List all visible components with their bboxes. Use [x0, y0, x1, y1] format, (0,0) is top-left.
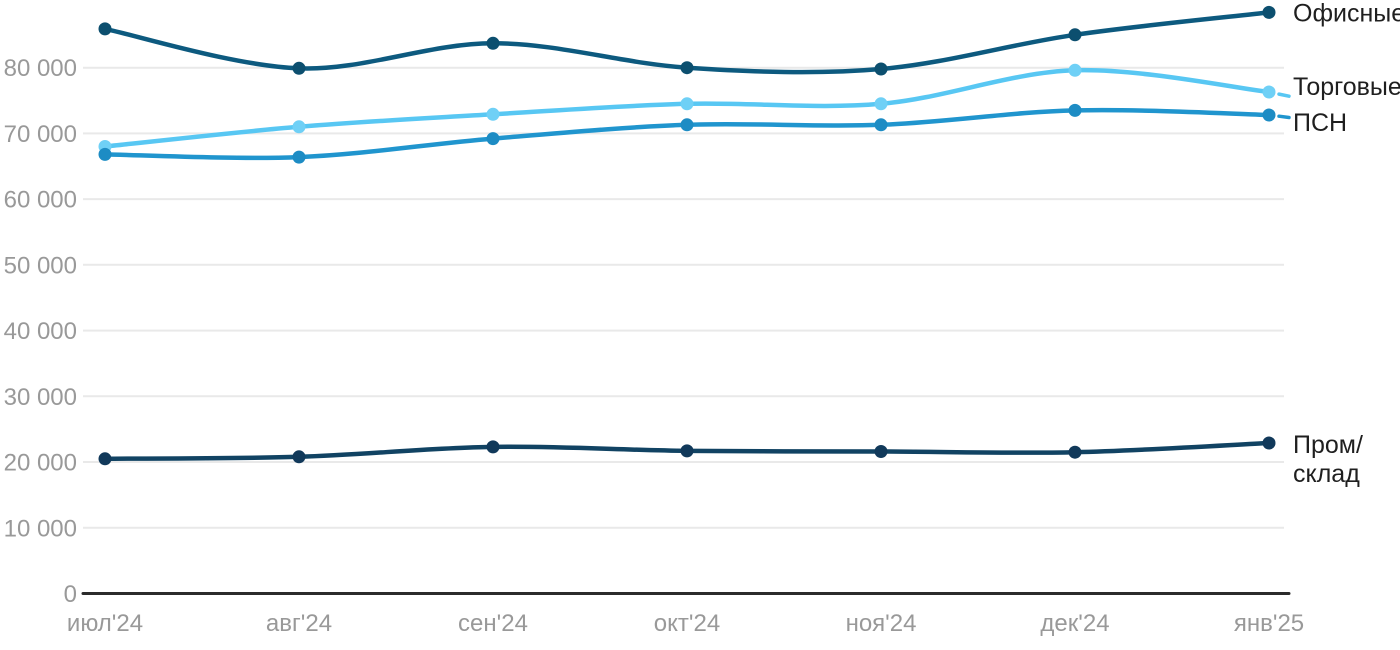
x-tick-label-6: дек'24 — [1040, 610, 1109, 637]
data-point-prom-sklad-2[interactable] — [292, 450, 306, 464]
data-point-prom-sklad-1[interactable] — [98, 452, 112, 466]
data-point-ofisnye-6[interactable] — [1068, 28, 1082, 42]
x-tick-label-1: июл'24 — [67, 610, 143, 637]
data-point-torgovye-2[interactable] — [292, 120, 306, 134]
y-tick-label-10000: 10 000 — [4, 515, 77, 542]
y-tick-label-50000: 50 000 — [4, 252, 77, 279]
data-point-prom-sklad-4[interactable] — [680, 444, 694, 458]
series-label-psn: ПСН — [1293, 109, 1347, 137]
data-point-psn-2[interactable] — [292, 150, 306, 164]
data-point-ofisnye-5[interactable] — [874, 62, 888, 76]
data-point-psn-1[interactable] — [98, 147, 112, 161]
data-point-prom-sklad-7[interactable] — [1262, 436, 1276, 450]
y-tick-label-30000: 30 000 — [4, 384, 77, 411]
data-point-torgovye-7[interactable] — [1262, 85, 1276, 99]
series-dash-tail-psn — [1277, 114, 1291, 120]
series-dash-tail-torgovye — [1277, 92, 1291, 98]
x-tick-label-5: ноя'24 — [846, 610, 917, 637]
data-point-torgovye-4[interactable] — [680, 97, 694, 111]
data-point-prom-sklad-5[interactable] — [874, 445, 888, 458]
y-tick-label-60000: 60 000 — [4, 187, 77, 214]
y-tick-label-0: 0 — [64, 581, 77, 608]
data-point-psn-5[interactable] — [874, 118, 888, 132]
x-tick-label-7: янв'25 — [1234, 610, 1304, 637]
x-tick-label-2: авг'24 — [266, 610, 332, 637]
data-point-torgovye-3[interactable] — [486, 107, 500, 121]
data-point-psn-7[interactable] — [1262, 108, 1276, 122]
series-label-prom-sklad-line2: склад — [1293, 460, 1360, 488]
data-point-prom-sklad-3[interactable] — [486, 440, 500, 454]
data-point-psn-6[interactable] — [1068, 103, 1082, 117]
data-point-psn-4[interactable] — [680, 118, 694, 132]
data-point-ofisnye-3[interactable] — [486, 36, 500, 50]
data-point-ofisnye-7[interactable] — [1262, 5, 1276, 19]
series-label-prom-sklad-line1: Пром/ — [1293, 431, 1363, 459]
data-point-ofisnye-1[interactable] — [98, 22, 112, 36]
data-point-torgovye-5[interactable] — [874, 97, 888, 111]
series-label-ofisnye: Офисные — [1293, 0, 1400, 27]
data-point-psn-3[interactable] — [486, 132, 500, 146]
data-point-prom-sklad-6[interactable] — [1068, 445, 1082, 459]
data-point-ofisnye-4[interactable] — [680, 61, 694, 75]
x-tick-label-4: окт'24 — [654, 610, 720, 637]
y-tick-label-80000: 80 000 — [4, 55, 77, 82]
x-tick-label-3: сен'24 — [458, 610, 528, 637]
y-tick-label-70000: 70 000 — [4, 121, 77, 148]
series-label-torgovye: Торговые — [1293, 73, 1400, 101]
y-tick-label-40000: 40 000 — [4, 318, 77, 345]
data-point-ofisnye-2[interactable] — [292, 61, 306, 75]
y-tick-label-20000: 20 000 — [4, 450, 77, 477]
data-point-torgovye-6[interactable] — [1068, 63, 1082, 77]
